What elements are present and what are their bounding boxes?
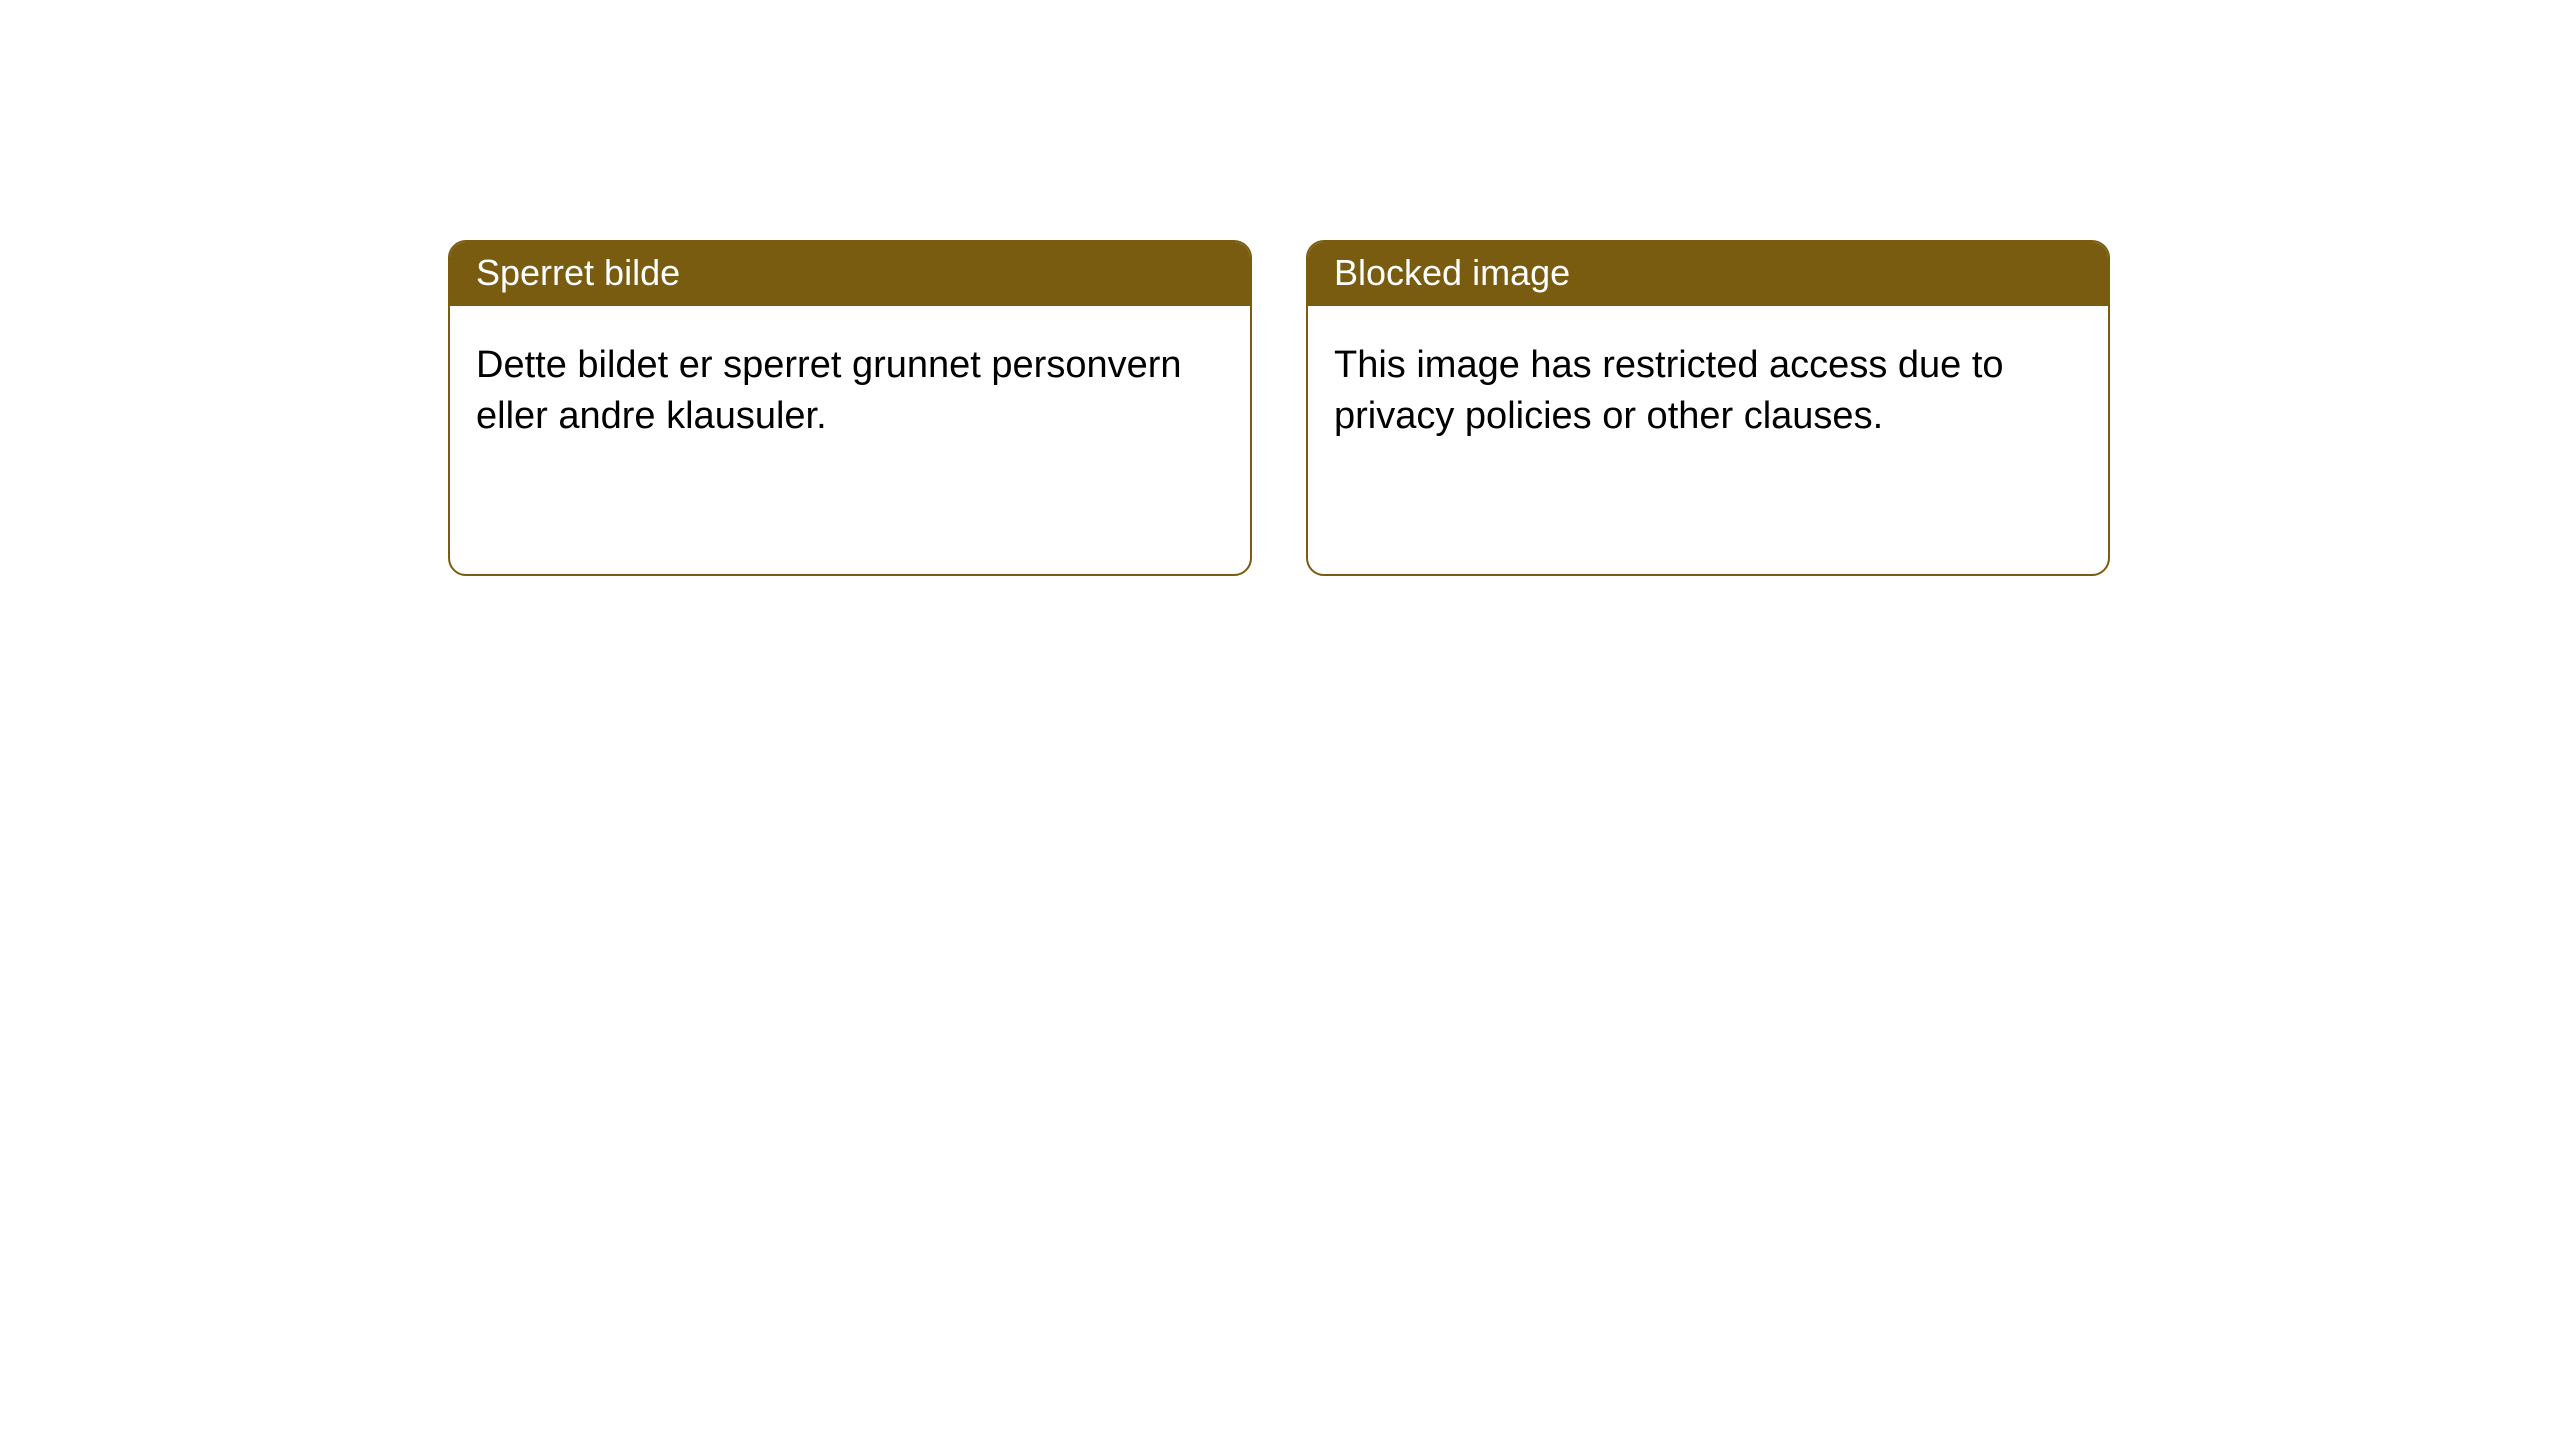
notice-title: Sperret bilde	[450, 242, 1250, 306]
notice-body-text: Dette bildet er sperret grunnet personve…	[450, 306, 1250, 477]
notice-body-text: This image has restricted access due to …	[1308, 306, 2108, 477]
notice-container: Sperret bilde Dette bildet er sperret gr…	[0, 0, 2560, 576]
notice-card-norwegian: Sperret bilde Dette bildet er sperret gr…	[448, 240, 1252, 576]
notice-card-english: Blocked image This image has restricted …	[1306, 240, 2110, 576]
notice-title: Blocked image	[1308, 242, 2108, 306]
